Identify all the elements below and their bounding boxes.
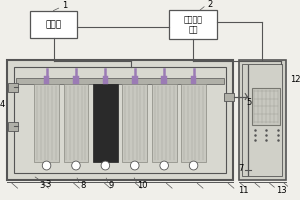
Bar	[161, 76, 167, 84]
Bar	[132, 76, 138, 84]
Text: 7: 7	[238, 164, 243, 173]
Text: 1: 1	[62, 1, 68, 10]
Text: 11: 11	[238, 186, 249, 195]
Circle shape	[189, 161, 198, 170]
Text: 自动控制
装置: 自动控制 装置	[184, 15, 202, 34]
Bar	[8, 83, 18, 92]
Text: 进水箱: 进水箱	[46, 20, 62, 29]
Circle shape	[72, 161, 80, 170]
Bar	[103, 76, 108, 84]
Circle shape	[160, 161, 168, 170]
Bar	[152, 84, 176, 162]
Circle shape	[130, 161, 139, 170]
Text: 13: 13	[276, 186, 286, 195]
Circle shape	[101, 161, 110, 170]
Bar	[169, 10, 217, 39]
Text: 8: 8	[80, 181, 85, 190]
Text: 3: 3	[40, 181, 45, 190]
Circle shape	[42, 161, 51, 170]
Bar	[73, 76, 79, 84]
Bar	[34, 84, 59, 162]
Bar	[8, 122, 18, 131]
Bar	[64, 84, 88, 162]
Bar	[44, 76, 50, 84]
Text: 3: 3	[45, 180, 51, 189]
Bar	[122, 84, 147, 162]
Bar	[93, 84, 118, 162]
Bar	[14, 67, 226, 173]
Bar	[30, 11, 77, 38]
Bar	[252, 88, 280, 125]
Text: 5: 5	[246, 98, 252, 107]
Bar	[242, 64, 282, 176]
Bar	[16, 78, 224, 84]
Text: 10: 10	[137, 181, 148, 190]
Bar	[181, 84, 206, 162]
Bar	[224, 93, 234, 101]
Text: 9: 9	[108, 181, 114, 190]
Bar	[7, 60, 233, 180]
Text: 12: 12	[290, 75, 300, 84]
Bar	[191, 76, 197, 84]
Bar	[238, 60, 286, 180]
Text: 4: 4	[0, 100, 5, 109]
Text: 2: 2	[208, 0, 213, 9]
